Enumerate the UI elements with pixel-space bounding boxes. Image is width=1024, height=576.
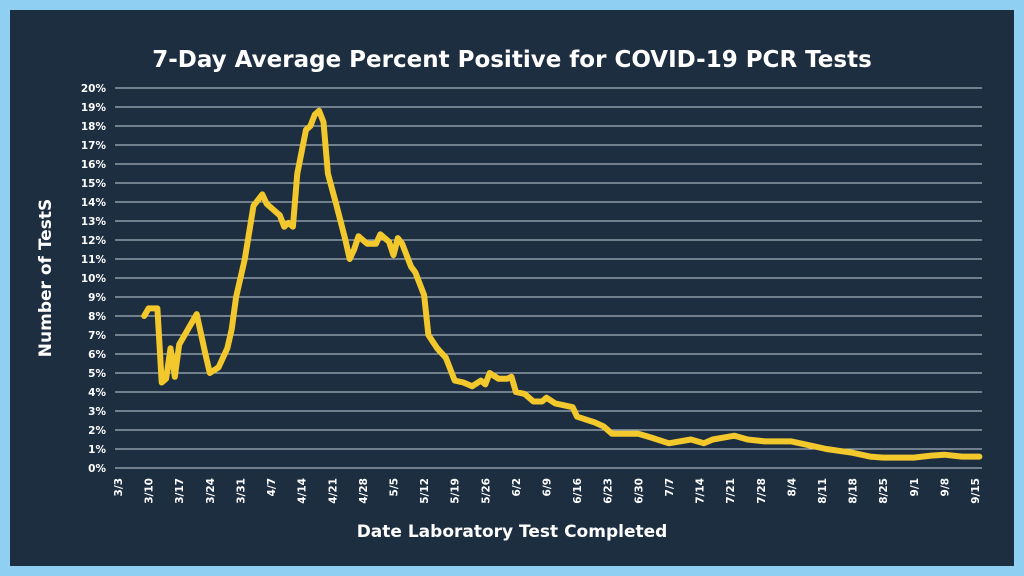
x-tick-label: 5/19 bbox=[450, 478, 462, 504]
x-tick-label: 5/12 bbox=[419, 478, 431, 504]
y-tick-label: 4% bbox=[88, 387, 106, 399]
x-tick-label: 4/21 bbox=[327, 478, 339, 504]
x-tick-label: 9/15 bbox=[970, 478, 982, 504]
y-tick-label: 11% bbox=[81, 254, 107, 266]
series-lines bbox=[141, 107, 983, 461]
y-tick-label: 17% bbox=[81, 140, 107, 152]
y-tick-label: 8% bbox=[88, 311, 106, 323]
x-tick-label: 5/5 bbox=[388, 478, 400, 496]
y-tick-label: 7% bbox=[88, 330, 106, 342]
x-tick-label: 8/4 bbox=[786, 478, 798, 496]
y-tick-label: 9% bbox=[88, 292, 106, 304]
x-tick-label: 8/25 bbox=[878, 478, 890, 504]
y-tick-label: 2% bbox=[88, 425, 106, 437]
x-tick-label: 7/7 bbox=[664, 478, 676, 496]
y-tick-label: 20% bbox=[81, 83, 107, 95]
x-tick-label: 9/8 bbox=[939, 478, 951, 496]
y-tick-label: 5% bbox=[88, 368, 106, 380]
y-tick-labels: 0% 1% 2% 3% 4% 5% 6% 7% 8% 9% 10% 11% 12% 13% 14% 15% 16… bbox=[81, 83, 107, 475]
chart-background bbox=[10, 10, 1014, 566]
y-tick-label: 3% bbox=[88, 406, 106, 418]
gridlines bbox=[115, 87, 982, 469]
x-tick-label: 3/31 bbox=[235, 478, 247, 504]
x-tick-label: 9/1 bbox=[909, 478, 921, 496]
x-tick-label: 4/7 bbox=[266, 478, 278, 496]
y-tick-label: 1% bbox=[88, 444, 106, 456]
x-tick-label: 3/17 bbox=[174, 478, 186, 504]
x-tick-label: 7/28 bbox=[756, 478, 768, 504]
y-tick-label: 10% bbox=[81, 273, 107, 285]
y-tick-label: 6% bbox=[88, 349, 106, 361]
x-tick-label: 6/2 bbox=[511, 478, 523, 496]
x-tick-label: 6/9 bbox=[542, 478, 554, 496]
x-tick-label: 8/18 bbox=[848, 478, 860, 504]
y-tick-label: 18% bbox=[81, 121, 107, 133]
x-tick-label: 7/14 bbox=[695, 478, 707, 504]
x-tick-label: 6/30 bbox=[633, 478, 645, 504]
y-tick-label: 12% bbox=[81, 235, 107, 247]
x-tick-label: 7/21 bbox=[725, 478, 737, 504]
y-tick-label: 0% bbox=[88, 463, 106, 475]
x-tick-label: 3/3 bbox=[113, 478, 125, 496]
x-tick-label: 3/24 bbox=[205, 478, 217, 504]
x-tick-label: 4/14 bbox=[297, 478, 309, 504]
x-tick-label: 6/23 bbox=[603, 478, 615, 504]
x-axis-label: Date Laboratory Test Completed bbox=[357, 522, 668, 542]
y-tick-label: 13% bbox=[81, 216, 107, 228]
y-tick-label: 16% bbox=[81, 159, 107, 171]
x-tick-labels: 3/3 3/10 3/17 3/24 3/31 4/7 4/14 4/21 4/28 5/5 5/1… bbox=[113, 478, 982, 504]
y-axis-label: Number of TestS bbox=[36, 199, 56, 357]
x-tick-label: 8/11 bbox=[817, 478, 829, 504]
chart-title: 7-Day Average Percent Positive for COVID… bbox=[152, 47, 872, 73]
x-tick-label: 6/16 bbox=[572, 478, 584, 504]
x-tick-label: 4/28 bbox=[358, 478, 370, 504]
y-tick-label: 19% bbox=[81, 102, 107, 114]
y-tick-label: 15% bbox=[81, 178, 107, 190]
y-tick-label: 14% bbox=[81, 197, 107, 209]
x-tick-label: 5/26 bbox=[480, 478, 492, 504]
x-tick-label: 3/10 bbox=[144, 478, 156, 504]
